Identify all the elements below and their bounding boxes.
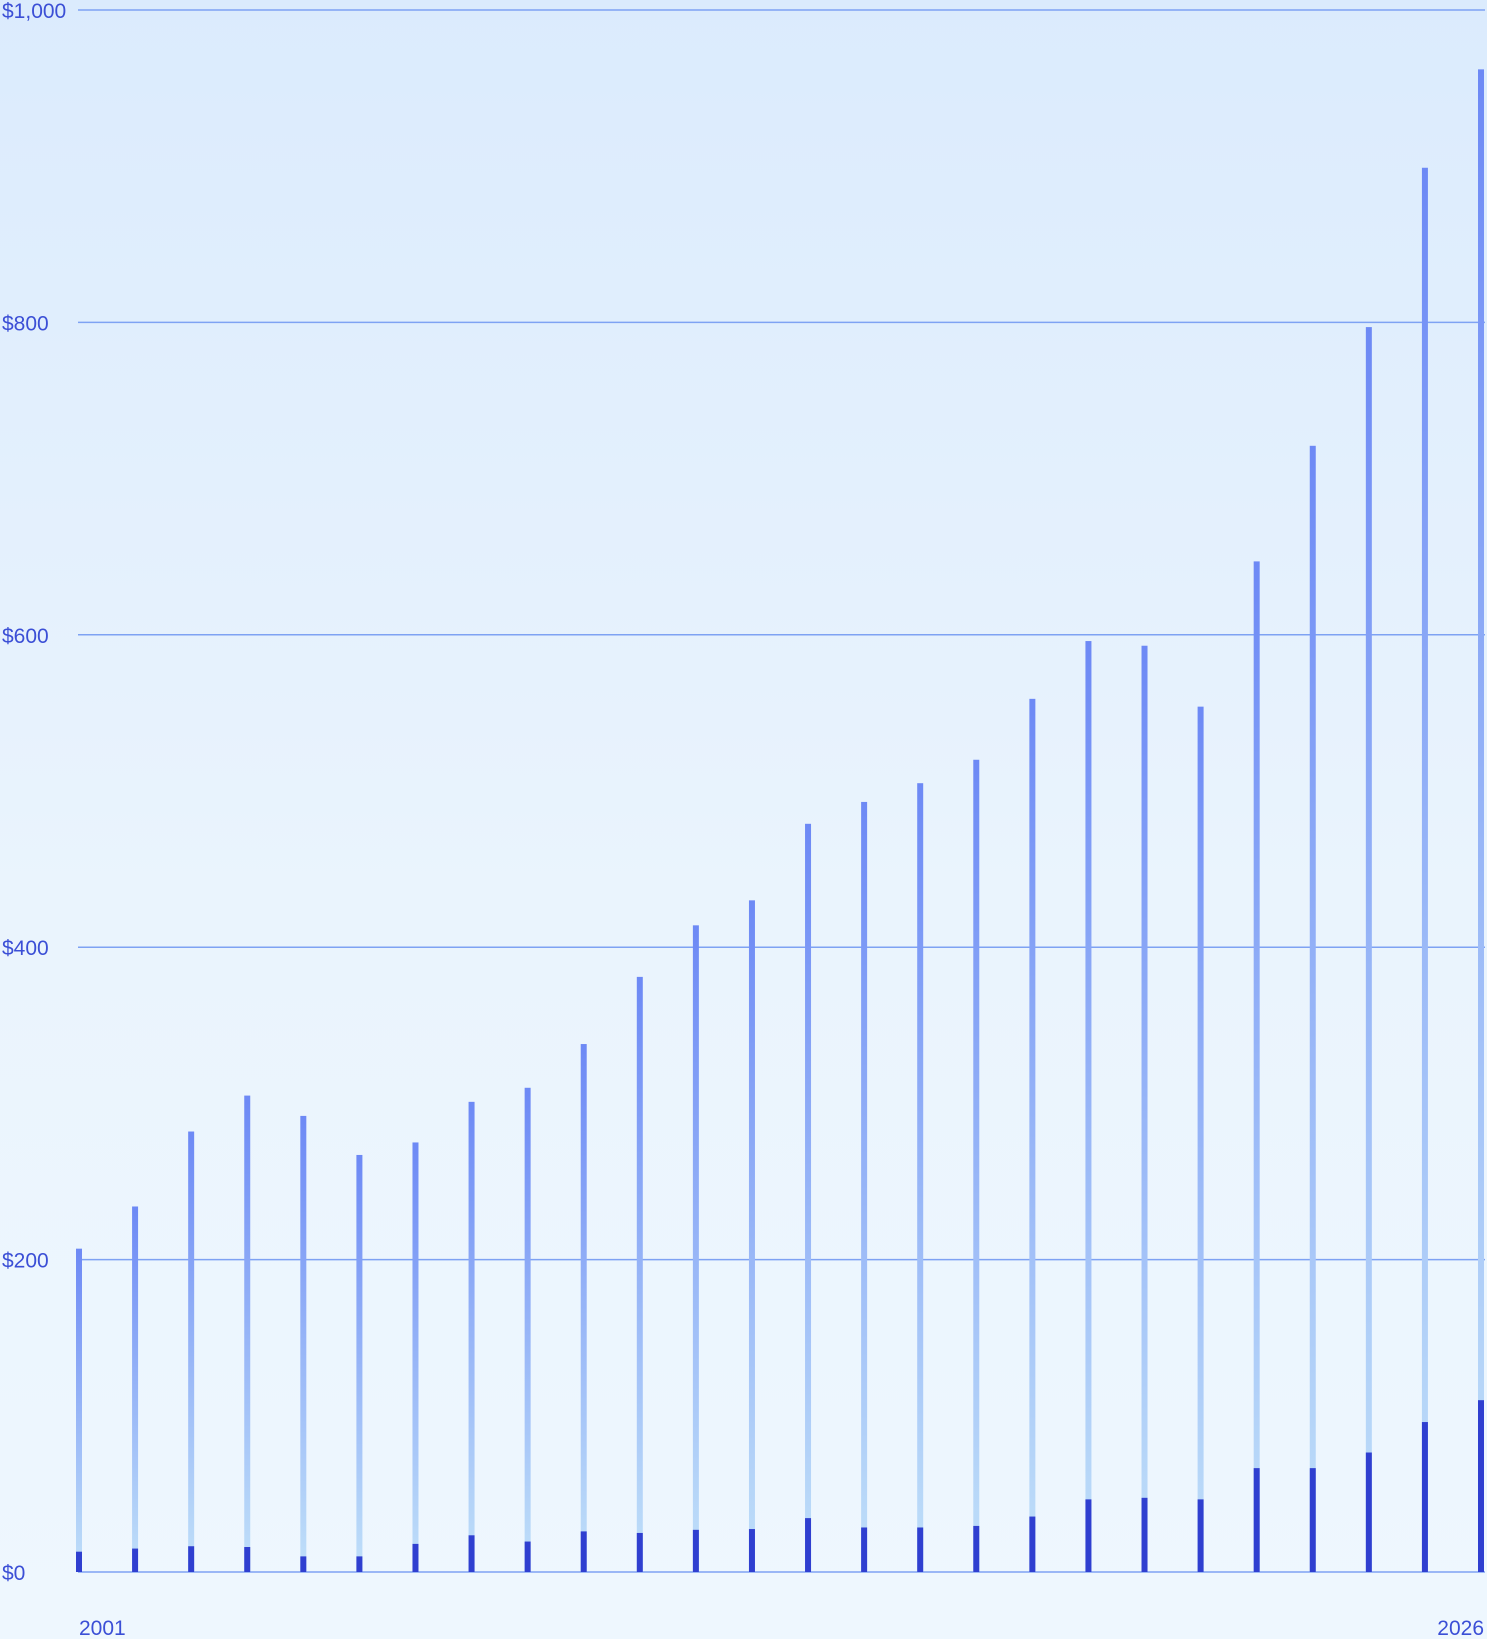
base-bar (1085, 1499, 1092, 1572)
bar (1421, 167, 1428, 1572)
bar (76, 1248, 82, 1572)
x-axis-tick-labels: 2001 2026 (79, 1617, 1484, 1639)
bar (188, 1131, 195, 1572)
base-bar (524, 1541, 531, 1572)
bar (1197, 706, 1204, 1572)
base-bar (188, 1546, 195, 1572)
bar (1478, 69, 1484, 1573)
gridlines (78, 9, 1485, 1573)
bar (692, 925, 699, 1572)
bar (973, 759, 980, 1572)
bars (76, 69, 1484, 1573)
bar (524, 1087, 531, 1572)
x-tick-label-first: 2001 (79, 1617, 126, 1639)
bar (861, 801, 868, 1572)
bar (805, 823, 812, 1572)
bar (917, 783, 924, 1572)
base-bar (132, 1548, 139, 1572)
bar (244, 1095, 251, 1572)
base-bar (580, 1531, 587, 1572)
base-bar (1029, 1516, 1036, 1572)
base-bar (244, 1547, 251, 1572)
base-bar (1478, 1400, 1484, 1572)
bar (1085, 641, 1092, 1572)
base-bar (76, 1551, 82, 1572)
bar (636, 976, 643, 1572)
bar (132, 1206, 139, 1572)
base-bar (861, 1527, 868, 1572)
base-bar (917, 1527, 924, 1572)
x-tick-label-last: 2026 (1437, 1617, 1484, 1639)
base-bar (1253, 1468, 1260, 1572)
bar (412, 1142, 419, 1572)
base-bar (748, 1529, 755, 1572)
base-bar (300, 1556, 307, 1572)
base-bar (1197, 1499, 1204, 1572)
base-bar (412, 1543, 419, 1572)
y-tick-label: $1,000 (2, 0, 66, 23)
bar (748, 900, 755, 1572)
y-tick-label: $0 (2, 1562, 25, 1585)
bar (1253, 561, 1260, 1572)
y-axis-tick-labels: $0 $200 $400 $600 $800 $1,000 (2, 0, 66, 1585)
y-tick-label: $400 (2, 937, 49, 960)
base-bar (356, 1556, 363, 1572)
bar (1365, 327, 1372, 1573)
base-bar (1421, 1422, 1428, 1572)
base-bar (1309, 1468, 1316, 1572)
bar (468, 1101, 475, 1572)
bar (300, 1115, 307, 1572)
base-bar (973, 1525, 980, 1572)
bar (356, 1154, 363, 1572)
bar (580, 1044, 587, 1572)
base-bar (636, 1532, 643, 1572)
bar (1141, 645, 1148, 1572)
bar (1029, 698, 1036, 1572)
base-bar (1141, 1497, 1148, 1572)
y-tick-label: $800 (2, 312, 49, 335)
y-tick-label: $200 (2, 1250, 49, 1273)
base-bar (468, 1535, 475, 1572)
base-bar (1365, 1452, 1372, 1572)
bar (1309, 445, 1316, 1572)
y-tick-label: $600 (2, 625, 49, 648)
base-bar (805, 1518, 812, 1572)
base-bar (692, 1529, 699, 1572)
